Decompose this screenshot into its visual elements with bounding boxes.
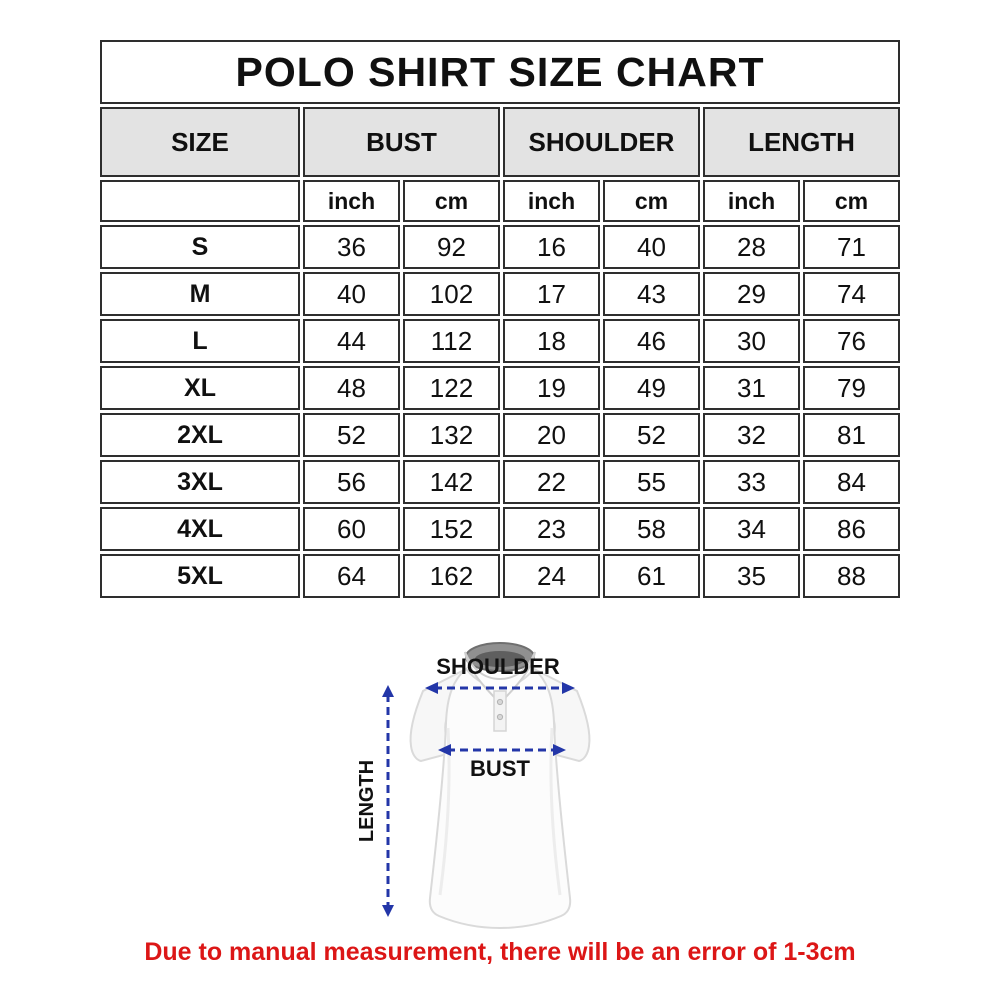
cell-length-cm: 88 bbox=[803, 554, 901, 598]
unit-cell-length-inch: inch bbox=[703, 180, 800, 222]
unit-cell-length-cm: cm bbox=[803, 180, 901, 222]
shoulder-arrow bbox=[425, 682, 575, 694]
cell-length-cm: 86 bbox=[803, 507, 901, 551]
col-header-length: LENGTH bbox=[703, 107, 901, 177]
cell-bust-cm: 152 bbox=[403, 507, 500, 551]
button bbox=[496, 698, 504, 706]
cell-shoulder-inch: 18 bbox=[503, 319, 600, 363]
page-title: POLO SHIRT SIZE CHART bbox=[100, 40, 901, 104]
cell-shoulder-cm: 49 bbox=[603, 366, 700, 410]
title-bar: POLO SHIRT SIZE CHART bbox=[100, 40, 901, 104]
cell-length-inch: 30 bbox=[703, 319, 800, 363]
cell-bust-inch: 44 bbox=[303, 319, 400, 363]
cell-length-inch: 35 bbox=[703, 554, 800, 598]
cell-length-inch: 28 bbox=[703, 225, 800, 269]
cell-shoulder-cm: 55 bbox=[603, 460, 700, 504]
cell-shoulder-cm: 61 bbox=[603, 554, 700, 598]
size-label: 4XL bbox=[100, 507, 300, 551]
cell-length-inch: 33 bbox=[703, 460, 800, 504]
cell-bust-inch: 56 bbox=[303, 460, 400, 504]
cell-shoulder-inch: 19 bbox=[503, 366, 600, 410]
cell-bust-cm: 92 bbox=[403, 225, 500, 269]
size-label: XL bbox=[100, 366, 300, 410]
cell-length-inch: 34 bbox=[703, 507, 800, 551]
table-row-5xl: 5XL 64 162 24 61 35 88 bbox=[100, 554, 901, 598]
table-row-3xl: 3XL 56 142 22 55 33 84 bbox=[100, 460, 901, 504]
cell-length-cm: 74 bbox=[803, 272, 901, 316]
cell-shoulder-inch: 22 bbox=[503, 460, 600, 504]
unit-cell-empty bbox=[100, 180, 300, 222]
bust-arrow bbox=[438, 744, 566, 756]
size-label: 3XL bbox=[100, 460, 300, 504]
cell-length-cm: 79 bbox=[803, 366, 901, 410]
cell-length-cm: 71 bbox=[803, 225, 901, 269]
table-units-row: inch cm inch cm inch cm bbox=[100, 180, 901, 222]
cell-shoulder-inch: 17 bbox=[503, 272, 600, 316]
fold-right bbox=[549, 727, 562, 896]
polo-shirt-diagram: SHOULDER BUST LENGTH bbox=[356, 642, 591, 930]
table-row-4xl: 4XL 60 152 23 58 34 86 bbox=[100, 507, 901, 551]
length-label: LENGTH bbox=[356, 760, 378, 842]
shoulder-label: SHOULDER bbox=[436, 654, 560, 679]
cell-bust-inch: 60 bbox=[303, 507, 400, 551]
polo-shirt-illustration bbox=[409, 642, 591, 930]
cell-length-cm: 84 bbox=[803, 460, 901, 504]
cell-length-inch: 29 bbox=[703, 272, 800, 316]
cell-bust-cm: 162 bbox=[403, 554, 500, 598]
cell-shoulder-cm: 52 bbox=[603, 413, 700, 457]
cell-bust-cm: 112 bbox=[403, 319, 500, 363]
cell-bust-inch: 48 bbox=[303, 366, 400, 410]
cell-bust-cm: 102 bbox=[403, 272, 500, 316]
size-label: M bbox=[100, 272, 300, 316]
cell-bust-inch: 36 bbox=[303, 225, 400, 269]
table-row-l: L 44 112 18 46 30 76 bbox=[100, 319, 901, 363]
table-row-2xl: 2XL 52 132 20 52 32 81 bbox=[100, 413, 901, 457]
cell-shoulder-inch: 24 bbox=[503, 554, 600, 598]
cell-bust-cm: 142 bbox=[403, 460, 500, 504]
size-label: 5XL bbox=[100, 554, 300, 598]
cell-shoulder-inch: 23 bbox=[503, 507, 600, 551]
unit-cell-bust-inch: inch bbox=[303, 180, 400, 222]
cell-length-inch: 31 bbox=[703, 366, 800, 410]
size-label: S bbox=[100, 225, 300, 269]
col-header-shoulder: SHOULDER bbox=[503, 107, 700, 177]
size-label: L bbox=[100, 319, 300, 363]
cell-bust-cm: 122 bbox=[403, 366, 500, 410]
cell-shoulder-cm: 46 bbox=[603, 319, 700, 363]
length-arrow bbox=[382, 685, 394, 917]
shirt-body bbox=[428, 667, 572, 930]
unit-cell-bust-cm: cm bbox=[403, 180, 500, 222]
size-label: 2XL bbox=[100, 413, 300, 457]
cell-shoulder-inch: 20 bbox=[503, 413, 600, 457]
collar-inner-shadow bbox=[475, 651, 525, 667]
cell-bust-inch: 52 bbox=[303, 413, 400, 457]
cell-bust-cm: 132 bbox=[403, 413, 500, 457]
size-chart-table: POLO SHIRT SIZE CHART SIZE BUST SHOULDER… bbox=[97, 37, 903, 601]
footnote: Due to manual measurement, there will be… bbox=[144, 938, 856, 966]
unit-cell-shoulder-cm: cm bbox=[603, 180, 700, 222]
unit-cell-shoulder-inch: inch bbox=[503, 180, 600, 222]
placket bbox=[493, 690, 507, 732]
bust-label: BUST bbox=[470, 756, 530, 781]
cell-bust-inch: 40 bbox=[303, 272, 400, 316]
cell-length-cm: 76 bbox=[803, 319, 901, 363]
table-row-xl: XL 48 122 19 49 31 79 bbox=[100, 366, 901, 410]
table-group-header-row: SIZE BUST SHOULDER LENGTH bbox=[100, 107, 901, 177]
cell-length-cm: 81 bbox=[803, 413, 901, 457]
cell-shoulder-inch: 16 bbox=[503, 225, 600, 269]
cell-shoulder-cm: 58 bbox=[603, 507, 700, 551]
table-row-s: S 36 92 16 40 28 71 bbox=[100, 225, 901, 269]
button bbox=[496, 713, 504, 721]
col-header-size: SIZE bbox=[100, 107, 300, 177]
cell-length-inch: 32 bbox=[703, 413, 800, 457]
cell-bust-inch: 64 bbox=[303, 554, 400, 598]
cell-shoulder-cm: 43 bbox=[603, 272, 700, 316]
table-row-m: M 40 102 17 43 29 74 bbox=[100, 272, 901, 316]
col-header-bust: BUST bbox=[303, 107, 500, 177]
cell-shoulder-cm: 40 bbox=[603, 225, 700, 269]
